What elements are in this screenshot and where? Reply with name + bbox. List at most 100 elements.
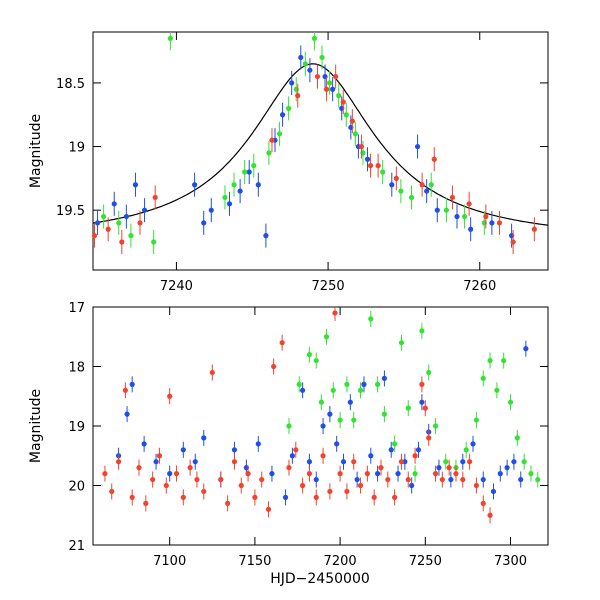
bottom-y-tick-label: 21	[68, 539, 85, 554]
bottom-red-point	[364, 471, 370, 477]
bottom-blue-point	[124, 411, 130, 417]
bottom-red-point	[487, 512, 493, 518]
bottom-blue-point	[480, 476, 486, 483]
bottom-red-point	[385, 476, 391, 483]
top-blue-point	[468, 226, 474, 232]
bottom-blue-point	[518, 476, 524, 483]
bottom-red-point	[313, 494, 319, 500]
bottom-red-point	[143, 500, 149, 506]
bottom-red-point	[218, 476, 224, 483]
bottom-red-point	[344, 488, 350, 495]
top-green-point	[428, 182, 434, 188]
bottom-blue-point	[300, 387, 306, 393]
bottom-x-tick-label: 7100	[153, 554, 186, 569]
bottom-red-point	[122, 387, 128, 393]
top-green-point	[327, 80, 333, 86]
bottom-red-point	[439, 476, 445, 483]
top-blue-point	[434, 207, 440, 213]
bottom-blue-point	[269, 471, 275, 477]
top-model-curve	[92, 63, 549, 226]
bottom-red-point	[187, 465, 193, 471]
top-axes-layer: 7240 7250 7260 18.5 19 19.5	[56, 32, 548, 294]
top-red-point	[496, 220, 503, 226]
top-red-point	[510, 239, 516, 245]
top-blue-point	[279, 112, 286, 118]
bottom-green-point	[405, 405, 411, 411]
bottom-green-point	[318, 399, 324, 405]
top-red-point	[375, 163, 381, 169]
top-green-point	[461, 213, 468, 220]
top-blue-point	[141, 207, 148, 213]
bottom-x-tick-label: 7150	[238, 554, 271, 569]
bottom-blue-point	[368, 453, 374, 459]
bottom-green-point	[514, 435, 520, 441]
bottom-blue-point	[153, 459, 159, 465]
bottom-green-point	[528, 471, 534, 477]
bottom-red-point	[109, 488, 115, 495]
bottom-blue-point	[334, 441, 340, 447]
top-green-point	[302, 61, 308, 67]
bottom-green-point	[330, 387, 336, 393]
bottom-red-point	[238, 482, 244, 489]
top-red-point	[431, 156, 437, 162]
top-blue-point	[111, 201, 117, 207]
top-y-tick-label: 19.5	[56, 204, 85, 219]
top-y-axis-label: Magnitude	[28, 114, 44, 188]
bottom-red-point	[225, 500, 231, 506]
bottom-x-tick-label: 7200	[324, 554, 357, 569]
bottom-series-layer	[102, 307, 541, 524]
top-blue-point	[489, 220, 495, 226]
bottom-red-point	[209, 369, 215, 376]
bottom-green-point	[419, 328, 425, 334]
top-green-point	[380, 169, 386, 175]
top-red-point	[531, 226, 537, 232]
bottom-red-point	[259, 476, 265, 483]
top-red-point	[449, 194, 456, 201]
bottom-y-tick-label: 19	[68, 420, 85, 435]
bottom-green-point	[357, 387, 364, 393]
top-x-tick-label: 7250	[312, 279, 345, 294]
bottom-blue-point	[201, 435, 207, 441]
bottom-blue-point	[388, 447, 394, 453]
bottom-blue-point	[415, 447, 422, 453]
top-red-point	[419, 182, 425, 188]
bottom-red-point	[201, 488, 207, 495]
bottom-green-point	[392, 441, 398, 447]
top-red-point	[152, 194, 158, 201]
top-red-point	[466, 201, 472, 207]
bottom-red-point	[467, 459, 473, 465]
bottom-blue-point	[167, 471, 173, 477]
top-blue-point	[307, 67, 313, 73]
top-red-point	[295, 93, 301, 99]
bottom-red-point	[286, 465, 292, 471]
bottom-green-point	[480, 375, 486, 381]
bottom-red-point	[194, 476, 200, 483]
bottom-red-point	[306, 471, 313, 477]
bottom-x-tick-label: 7300	[494, 554, 527, 569]
bottom-x-tick-label: 7250	[409, 554, 442, 569]
bottom-red-point	[419, 381, 425, 387]
bottom-green-point	[432, 423, 439, 429]
bottom-axes-layer: 7100 7150 7200 7250 7300 17 18 19 20 21	[68, 301, 548, 569]
bottom-blue-point	[231, 447, 238, 453]
bottom-y-tick-label: 17	[68, 301, 85, 316]
bottom-green-point	[323, 334, 330, 340]
bottom-red-point	[150, 476, 156, 483]
top-red-point	[340, 99, 346, 105]
top-green-point	[231, 182, 237, 188]
bottom-blue-point	[306, 459, 313, 465]
bottom-blue-point	[340, 459, 347, 465]
top-green-point	[319, 54, 325, 61]
top-blue-point	[192, 182, 198, 188]
bottom-green-point	[344, 381, 350, 387]
bottom-blue-point	[141, 441, 147, 447]
bottom-red-point	[398, 459, 405, 465]
bottom-green-point	[501, 357, 507, 364]
bottom-red-point	[327, 488, 333, 495]
bottom-green-point	[473, 417, 480, 423]
bottom-green-point	[463, 447, 469, 453]
top-blue-point	[94, 220, 101, 226]
top-blue-point	[263, 233, 269, 239]
top-blue-point	[201, 220, 207, 226]
top-green-point	[266, 150, 272, 156]
